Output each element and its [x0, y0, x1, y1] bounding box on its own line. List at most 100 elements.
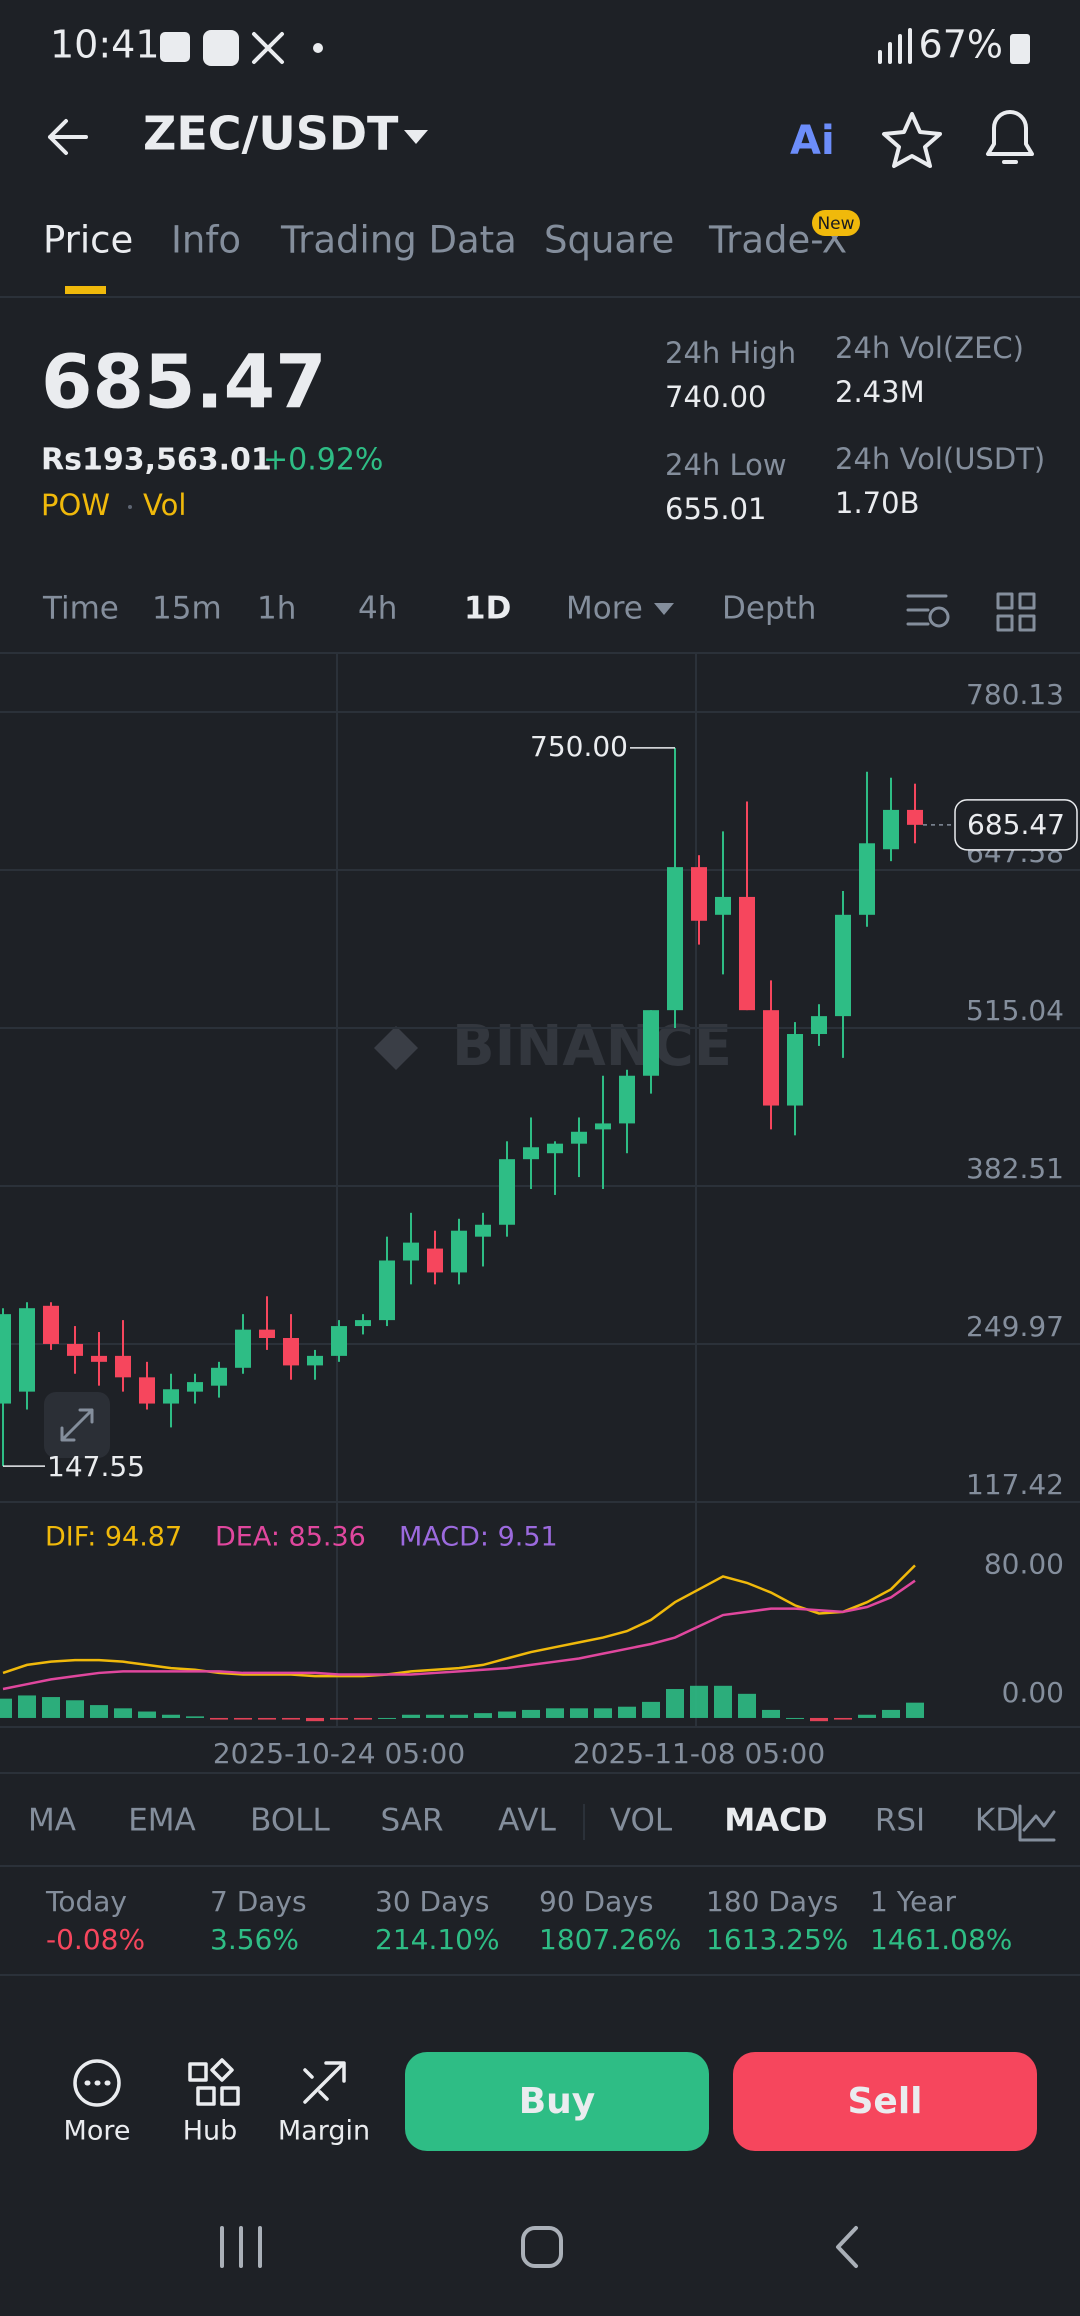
macd-bar	[642, 1701, 660, 1718]
performance-value: 1807.26%	[539, 1923, 681, 1956]
indicator-tab[interactable]: MACD	[724, 1803, 827, 1839]
stat-value: 740.00	[665, 380, 766, 414]
nav-back[interactable]	[836, 2226, 858, 2268]
tag[interactable]: POW	[41, 488, 110, 522]
more-icon[interactable]	[73, 2059, 121, 2107]
timeframe[interactable]: 4h	[358, 591, 397, 627]
indicator-settings[interactable]	[1018, 1804, 1056, 1842]
macd-bar	[474, 1713, 492, 1718]
stat-label: 24h Low	[665, 448, 787, 482]
timeframe[interactable]: 1D	[464, 591, 511, 627]
indicator-tab[interactable]: RSI	[875, 1803, 925, 1839]
favorite-button[interactable]	[882, 112, 942, 168]
stat-value: 655.01	[665, 492, 766, 526]
chart-settings[interactable]	[906, 594, 948, 626]
timeframe[interactable]: Depth	[722, 591, 816, 627]
macd-bar	[882, 1709, 900, 1718]
tab[interactable]: Trading Data	[280, 219, 517, 262]
back-button[interactable]	[48, 119, 88, 155]
more-dropdown[interactable]	[654, 603, 674, 615]
hub-icon[interactable]	[188, 2058, 240, 2106]
new-badge-text: New	[817, 214, 854, 234]
nav-home[interactable]	[521, 2226, 563, 2268]
macd-bar	[42, 1697, 60, 1718]
macd-bar	[234, 1717, 252, 1720]
macd-bar	[546, 1708, 564, 1718]
macd-bar	[66, 1700, 84, 1718]
chart-settings[interactable]	[928, 606, 950, 628]
indicator-tab[interactable]: EMA	[128, 1803, 196, 1839]
indicator-tab[interactable]: BOLL	[250, 1803, 330, 1839]
tab[interactable]: Square	[544, 219, 674, 262]
candle-body	[259, 1329, 275, 1338]
margin-icon[interactable]	[303, 2061, 346, 2104]
nav-recents[interactable]	[220, 2226, 262, 2268]
tab[interactable]: Price	[43, 219, 133, 262]
legend-entry: DIF: 94.87	[45, 1522, 182, 1553]
candle-body	[403, 1242, 419, 1261]
indicator-tab[interactable]: MA	[28, 1803, 76, 1839]
expand-icon[interactable]	[60, 1408, 94, 1442]
macd-bar	[786, 1717, 804, 1719]
watermark-logo	[374, 1026, 418, 1070]
macd-bar	[810, 1717, 828, 1722]
sell-label[interactable]: Sell	[847, 2081, 922, 2122]
action-label[interactable]: Hub	[183, 2116, 238, 2147]
macd-bar	[450, 1714, 468, 1718]
performance-value: 214.10%	[375, 1923, 500, 1956]
indicator-tab[interactable]: AVL	[498, 1803, 556, 1839]
signal-icon	[878, 28, 912, 64]
x-tick-label: 2025-11-08 05:00	[573, 1737, 825, 1770]
action-label[interactable]: More	[64, 2116, 131, 2147]
y-tick-label: 249.97	[966, 1310, 1064, 1343]
candle-body	[691, 867, 707, 921]
tab[interactable]: Info	[171, 219, 241, 262]
timeframe[interactable]: 1h	[257, 591, 296, 627]
pair-dropdown[interactable]	[404, 130, 428, 144]
status-icon	[252, 32, 284, 64]
buy-button[interactable]	[405, 2052, 709, 2151]
indicator-tab[interactable]: KD	[975, 1803, 1019, 1839]
layout-button[interactable]	[996, 592, 1036, 632]
macd-bar	[258, 1717, 276, 1720]
candle-body	[283, 1337, 299, 1366]
candle-body	[859, 843, 875, 915]
tag[interactable]: Vol	[143, 488, 186, 522]
alert-button[interactable]	[986, 110, 1034, 164]
timeframe[interactable]: Time	[42, 591, 119, 627]
candle-body	[547, 1143, 563, 1154]
candle-body	[0, 1314, 11, 1404]
candle-body	[619, 1075, 635, 1124]
performance-value: 3.56%	[210, 1923, 299, 1956]
sell-button[interactable]	[733, 2052, 1037, 2151]
macd-bar	[738, 1693, 756, 1718]
buy-label[interactable]: Buy	[519, 2081, 596, 2122]
timeframe[interactable]: More	[566, 591, 643, 627]
candle-body	[667, 867, 683, 1011]
macd-bar	[306, 1717, 324, 1722]
candlestick-chart: BINANCE 780.13647.58515.04382.51249.9711…	[0, 654, 1080, 1726]
price-change: +0.92%	[263, 443, 383, 478]
macd-bar	[354, 1717, 372, 1720]
timeframe[interactable]: 15m	[152, 591, 222, 627]
candle-body	[91, 1355, 107, 1362]
new-badge	[812, 210, 860, 236]
action-label[interactable]: Margin	[278, 2116, 370, 2147]
stat-value: 1.70B	[835, 486, 919, 520]
candle-body	[475, 1224, 491, 1237]
x-tick-label: 2025-10-24 05:00	[213, 1737, 465, 1770]
macd-bar	[594, 1708, 612, 1718]
ai-button[interactable]: Ai	[790, 118, 835, 164]
bottom-bar	[0, 1990, 1080, 2316]
macd-bar	[498, 1711, 516, 1718]
performance-value: 1613.25%	[706, 1923, 848, 1956]
candle-body	[115, 1355, 131, 1378]
macd-bar	[282, 1717, 300, 1720]
indicator-tab[interactable]: SAR	[381, 1803, 444, 1839]
legend-entry: MACD: 9.51	[399, 1522, 558, 1553]
performance-value: 1461.08%	[870, 1923, 1012, 1956]
indicator-tab[interactable]: VOL	[610, 1803, 673, 1839]
battery-icon	[1010, 34, 1030, 64]
pair-title[interactable]: ZEC/USDT	[143, 107, 399, 161]
